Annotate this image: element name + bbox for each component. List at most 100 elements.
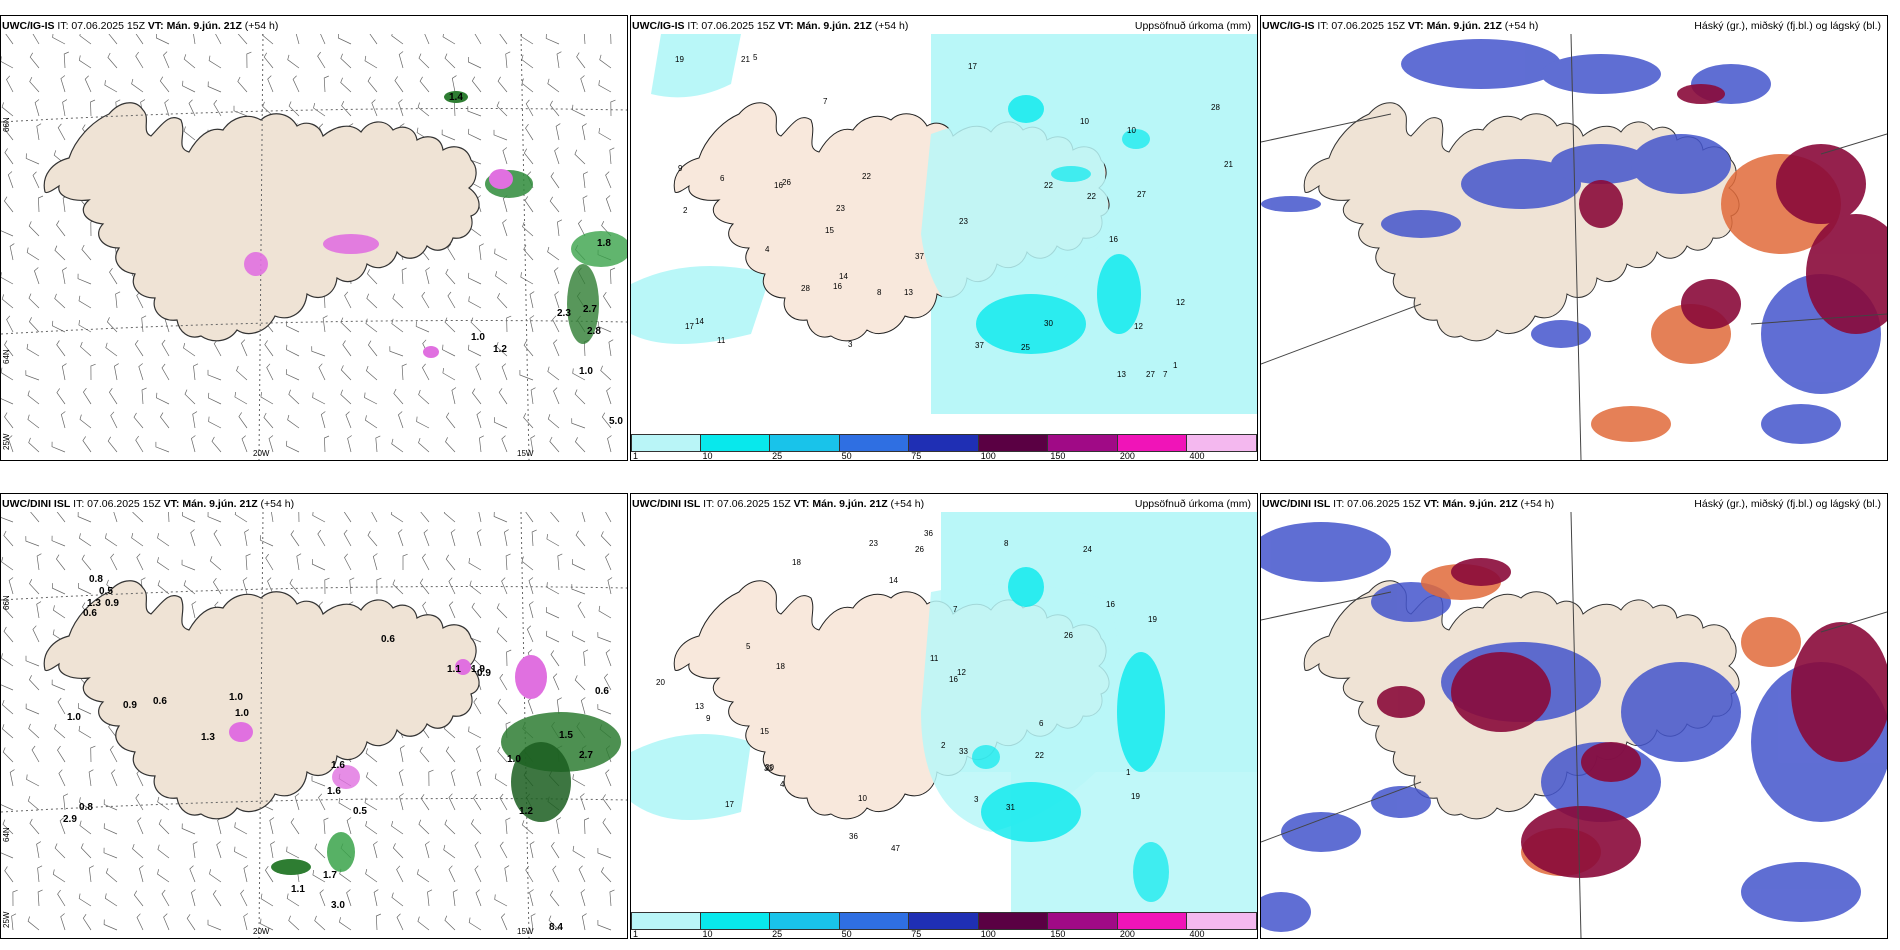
wind-barb <box>181 559 196 571</box>
wind-label: 1.7 <box>323 870 337 881</box>
wind-barb <box>580 75 586 93</box>
precip-value: 12 <box>957 668 966 677</box>
wind-barb <box>11 913 17 931</box>
wind-barb <box>159 412 170 429</box>
colorbar-tick-label: 400 <box>1189 929 1205 939</box>
wind-barb <box>550 512 560 523</box>
wind-barb <box>397 411 404 429</box>
wind-barb <box>133 890 144 907</box>
precip-value: 7 <box>823 97 828 106</box>
colorbar-frame <box>631 912 1257 930</box>
wind-barb <box>396 865 404 883</box>
colorbar-tick-label: 200 <box>1119 929 1135 939</box>
wind-barb <box>396 913 404 931</box>
wind-barb <box>399 745 405 763</box>
colorbar-segment <box>909 912 979 930</box>
wind-barb <box>55 554 66 571</box>
colorbar-tick-label: 150 <box>1050 451 1066 461</box>
wind-barb <box>445 437 456 453</box>
wind-barb <box>346 889 352 907</box>
wind-barb <box>493 417 508 429</box>
wind-label: 1.0 <box>507 754 521 765</box>
precip-value: 36 <box>849 832 858 841</box>
wind-barb <box>312 392 326 405</box>
wind-barb <box>418 389 430 405</box>
precip-value: 10 <box>1080 117 1089 126</box>
precip-value: 9 <box>678 164 683 173</box>
wind-barb <box>208 392 222 405</box>
precip-blobs <box>229 655 621 875</box>
wind-barb <box>240 339 248 357</box>
wind-barb <box>340 389 352 405</box>
wind-barb <box>365 821 378 835</box>
precip-title: Uppsöfnuð úrkoma (mm) <box>1134 498 1251 510</box>
precip-value: 6 <box>720 174 725 183</box>
wind-barb <box>523 413 534 429</box>
wind-barb <box>520 34 534 45</box>
lon-label: 15W <box>517 927 534 936</box>
wind-barb <box>468 56 482 69</box>
wind-barb <box>25 536 40 547</box>
wind-barb <box>105 533 118 547</box>
wind-barb <box>9 769 15 787</box>
wind-barb <box>529 889 534 907</box>
lead-time: (+54 h) <box>244 20 279 32</box>
wind-barb <box>606 387 612 405</box>
wind-barb <box>3 626 14 643</box>
precip-values: 1724181633181530192613362216472319203336… <box>656 529 1157 853</box>
precip-value: 27 <box>1137 190 1146 199</box>
wind-barb <box>577 601 586 619</box>
wind-barb <box>113 512 118 523</box>
wind-label: 1.0 <box>471 332 485 343</box>
wind-label: 2.3 <box>557 308 571 319</box>
wind-barb <box>56 340 66 357</box>
precip-value: 19 <box>675 55 684 64</box>
wind-barb <box>213 339 222 357</box>
wind-barb <box>240 889 248 907</box>
wind-barb <box>391 34 404 45</box>
wind-barb <box>554 291 560 309</box>
wind-barb <box>31 745 40 763</box>
wind-barb <box>37 889 43 907</box>
wind-barb <box>340 77 352 93</box>
wind-barb <box>419 76 430 93</box>
wind-barb <box>448 577 456 595</box>
colorbar-segment <box>700 912 771 930</box>
wind-barb <box>29 818 40 835</box>
wind-barb <box>312 869 326 883</box>
wind-barb <box>467 106 482 117</box>
wind-label: 1.1 <box>291 884 305 895</box>
wind-barb <box>1 56 14 69</box>
high-cloud <box>1377 558 1887 878</box>
wind-barb <box>580 793 586 811</box>
wind-barb <box>157 557 170 571</box>
lon-label: 20W <box>253 927 270 936</box>
valid-time: VT: Mán. 9.jún. 21Z <box>147 20 242 32</box>
colorbar-tick-label: 75 <box>911 451 922 461</box>
wind-barb <box>90 99 96 117</box>
wind-barb <box>111 769 118 787</box>
wind-barb <box>241 435 248 453</box>
wind-barb <box>136 913 144 931</box>
wind-barb <box>52 320 66 333</box>
wind-barb <box>79 820 92 835</box>
wind-barb <box>82 436 92 453</box>
wind-barb <box>110 411 118 429</box>
wind-barb <box>259 535 274 547</box>
wind-barb <box>155 441 170 453</box>
wind-barb <box>312 512 326 523</box>
wind-barb <box>79 533 92 547</box>
wind-barb <box>470 819 482 835</box>
lead-time: (+54 h) <box>890 498 925 510</box>
wind-barb <box>504 865 510 883</box>
wind-label: 1.5 <box>559 730 573 741</box>
wind-barb <box>161 363 170 381</box>
wind-barb <box>192 411 198 429</box>
wind-barb <box>131 78 144 93</box>
precip-value: 12 <box>1176 298 1185 307</box>
precip-value: 25 <box>1021 343 1030 352</box>
wind-barb <box>1 294 14 309</box>
precip-value: 17 <box>685 322 694 331</box>
precip-value: 10 <box>858 794 867 803</box>
wind-barb <box>373 841 378 859</box>
